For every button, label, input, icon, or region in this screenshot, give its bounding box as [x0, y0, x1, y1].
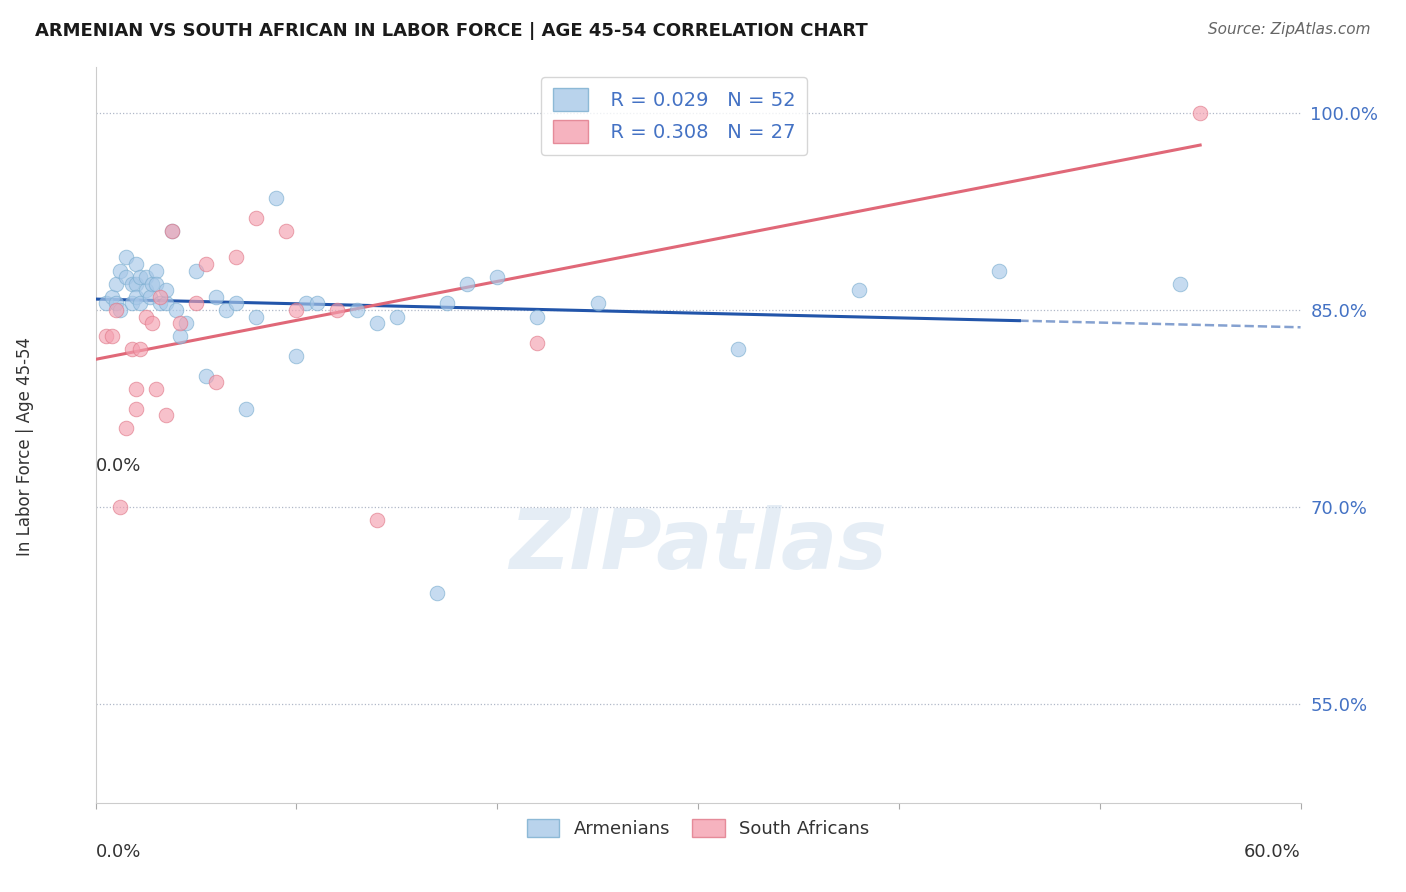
- Point: [1189, 106, 1212, 120]
- Point: [160, 224, 183, 238]
- Point: [104, 296, 127, 310]
- Point: [436, 296, 458, 310]
- Point: [276, 224, 298, 238]
- Point: [225, 251, 247, 265]
- Text: Source: ZipAtlas.com: Source: ZipAtlas.com: [1208, 22, 1371, 37]
- Point: [586, 296, 609, 310]
- Point: [295, 296, 318, 310]
- Point: [169, 329, 191, 343]
- Text: ARMENIAN VS SOUTH AFRICAN IN LABOR FORCE | AGE 45-54 CORRELATION CHART: ARMENIAN VS SOUTH AFRICAN IN LABOR FORCE…: [35, 22, 868, 40]
- Point: [108, 303, 131, 318]
- Point: [165, 303, 187, 318]
- Point: [346, 303, 368, 318]
- Point: [235, 401, 257, 416]
- Point: [174, 316, 197, 330]
- Point: [141, 316, 163, 330]
- Point: [526, 335, 548, 350]
- Point: [128, 270, 150, 285]
- Point: [145, 277, 167, 291]
- Point: [195, 257, 218, 271]
- Point: [385, 310, 408, 324]
- Point: [325, 303, 347, 318]
- Point: [155, 408, 177, 422]
- Point: [100, 290, 122, 304]
- Point: [121, 277, 143, 291]
- Point: [94, 296, 117, 310]
- Point: [141, 277, 163, 291]
- Point: [195, 368, 218, 383]
- Point: [145, 382, 167, 396]
- Point: [486, 270, 509, 285]
- Point: [145, 263, 167, 277]
- Point: [104, 277, 127, 291]
- Point: [215, 303, 238, 318]
- Point: [456, 277, 478, 291]
- Point: [100, 329, 122, 343]
- Point: [121, 296, 143, 310]
- Text: In Labor Force | Age 45-54: In Labor Force | Age 45-54: [17, 336, 34, 556]
- Point: [266, 191, 288, 205]
- Point: [184, 263, 207, 277]
- Point: [104, 303, 127, 318]
- Text: 0.0%: 0.0%: [96, 457, 141, 475]
- Point: [1168, 277, 1191, 291]
- Point: [121, 343, 143, 357]
- Point: [366, 513, 388, 527]
- Point: [125, 257, 148, 271]
- Point: [114, 421, 136, 435]
- Point: [108, 500, 131, 515]
- Point: [225, 296, 247, 310]
- Point: [988, 263, 1011, 277]
- Text: 60.0%: 60.0%: [1244, 843, 1301, 861]
- Point: [366, 316, 388, 330]
- Point: [94, 329, 117, 343]
- Legend: Armenians, South Africans: Armenians, South Africans: [520, 812, 876, 846]
- Point: [526, 310, 548, 324]
- Point: [135, 310, 157, 324]
- Point: [848, 283, 870, 297]
- Point: [727, 343, 749, 357]
- Point: [205, 376, 228, 390]
- Point: [135, 283, 157, 297]
- Point: [149, 296, 172, 310]
- Point: [114, 270, 136, 285]
- Point: [125, 277, 148, 291]
- Point: [184, 296, 207, 310]
- Point: [245, 211, 267, 225]
- Point: [135, 270, 157, 285]
- Point: [305, 296, 328, 310]
- Point: [155, 296, 177, 310]
- Point: [149, 290, 172, 304]
- Point: [245, 310, 267, 324]
- Point: [125, 382, 148, 396]
- Point: [160, 224, 183, 238]
- Point: [125, 401, 148, 416]
- Text: ZIPatlas: ZIPatlas: [509, 505, 887, 586]
- Point: [169, 316, 191, 330]
- Point: [285, 349, 308, 363]
- Point: [108, 263, 131, 277]
- Text: 0.0%: 0.0%: [96, 843, 141, 861]
- Point: [426, 585, 449, 599]
- Point: [155, 283, 177, 297]
- Point: [114, 251, 136, 265]
- Point: [128, 343, 150, 357]
- Point: [128, 296, 150, 310]
- Point: [139, 290, 162, 304]
- Point: [285, 303, 308, 318]
- Point: [205, 290, 228, 304]
- Point: [125, 290, 148, 304]
